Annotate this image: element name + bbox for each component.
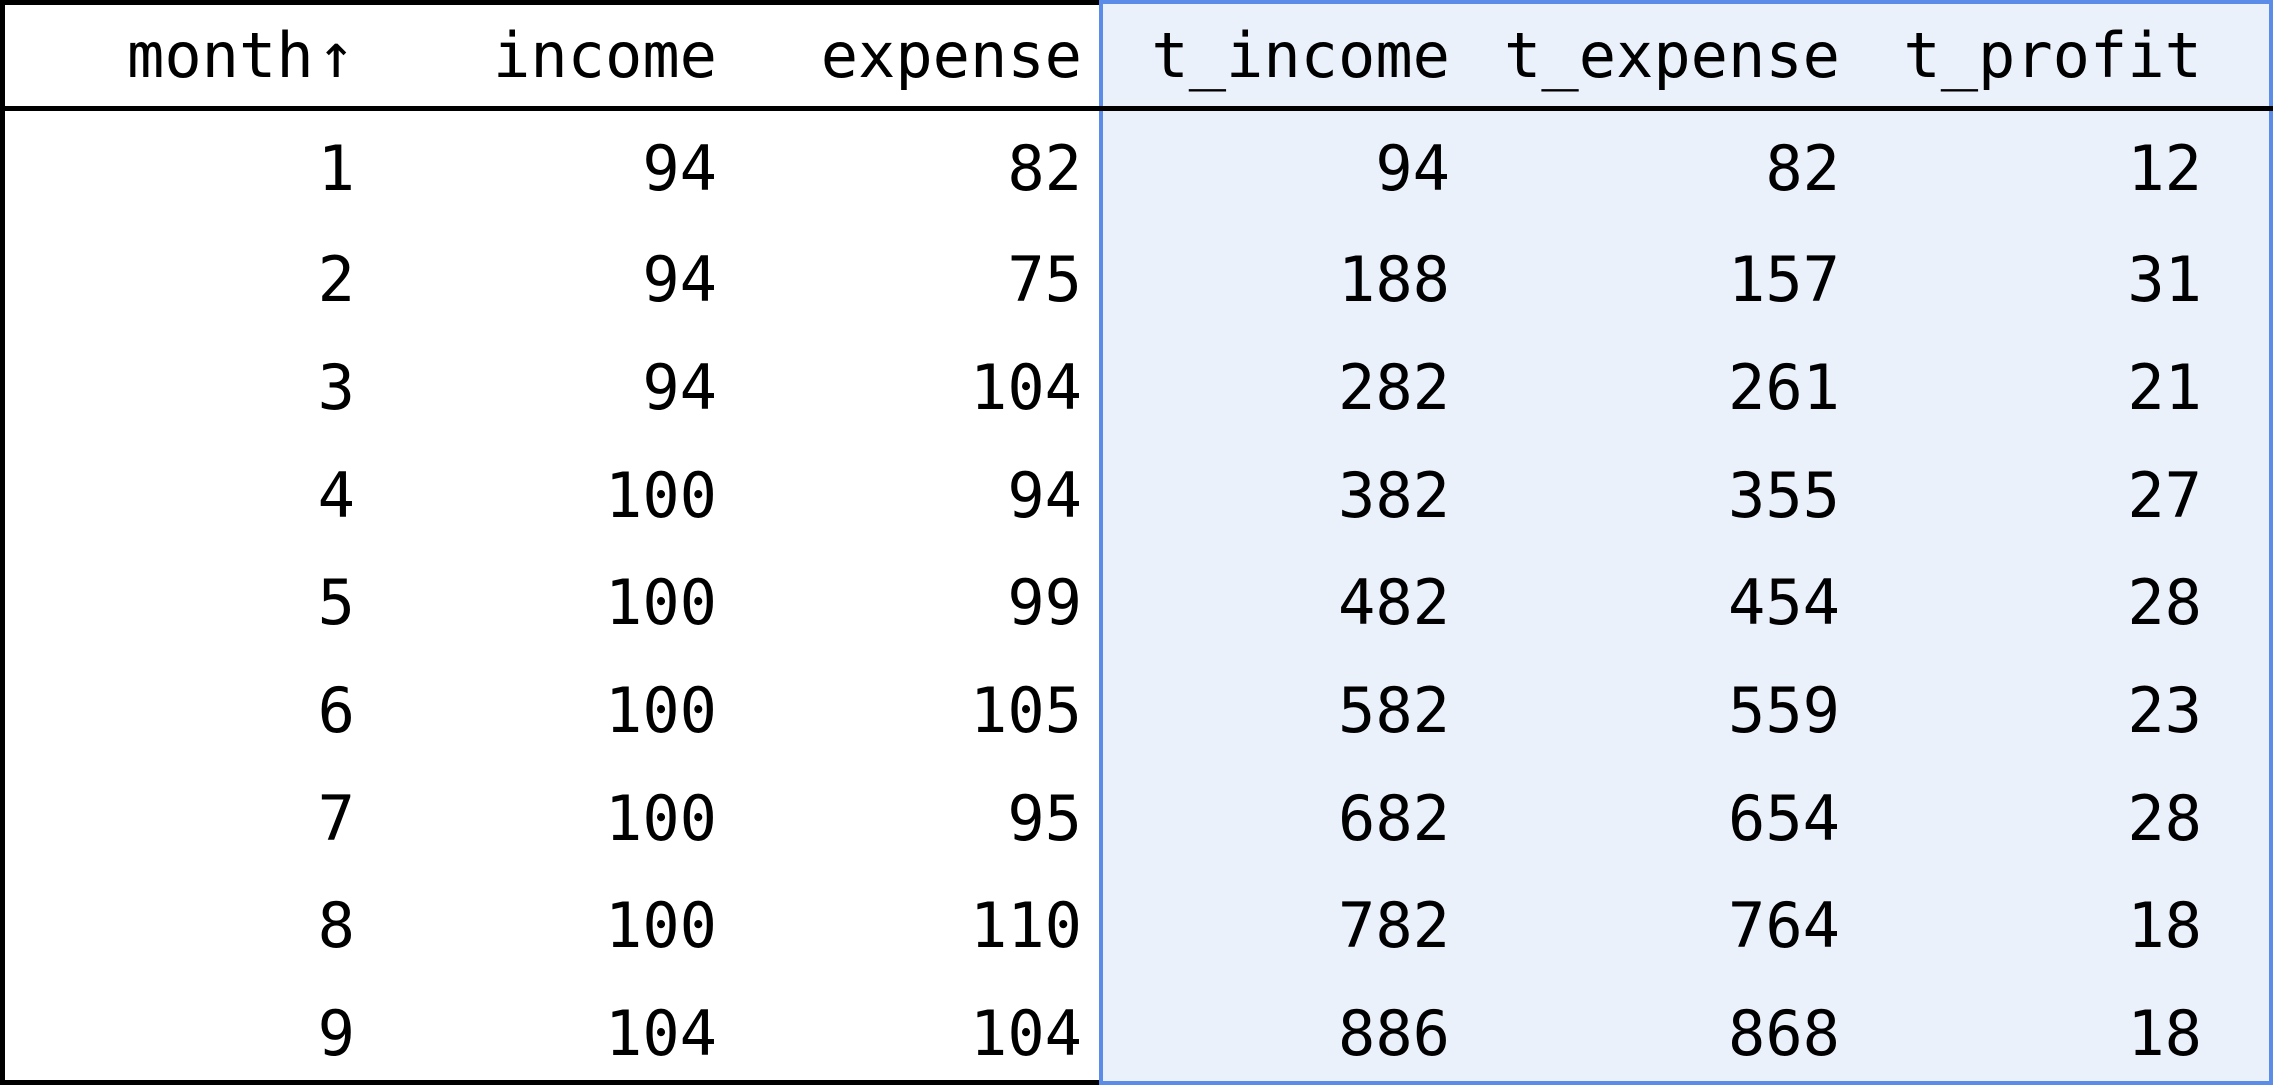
cell-expense[interactable]: 99: [1007, 566, 1082, 640]
column-header-t-income[interactable]: t_income: [1151, 18, 1450, 92]
header-divider: [0, 106, 2273, 111]
cell-t-income[interactable]: 282: [1338, 351, 1450, 425]
data-table: month↑ income expense t_income t_expense…: [0, 0, 2202, 1088]
cell-t-income[interactable]: 188: [1338, 243, 1450, 317]
cell-t-expense[interactable]: 261: [1728, 351, 1840, 425]
table-row: 1 94 82 94 82 12: [0, 110, 2202, 226]
cell-t-income[interactable]: 582: [1338, 674, 1450, 748]
cell-expense[interactable]: 104: [970, 997, 1082, 1071]
cell-expense[interactable]: 75: [1007, 243, 1082, 317]
cell-t-income[interactable]: 782: [1338, 889, 1450, 963]
cell-t-profit[interactable]: 12: [2127, 131, 2202, 205]
cell-income[interactable]: 94: [642, 131, 717, 205]
cell-t-profit[interactable]: 18: [2127, 889, 2202, 963]
cell-income[interactable]: 100: [605, 674, 717, 748]
cell-t-expense[interactable]: 868: [1728, 997, 1840, 1071]
table-row: 4 100 94 382 355 27: [0, 441, 2202, 549]
cell-income[interactable]: 94: [642, 243, 717, 317]
cell-month[interactable]: 8: [317, 889, 355, 963]
cell-month[interactable]: 4: [317, 458, 355, 532]
cell-expense[interactable]: 95: [1007, 781, 1082, 855]
cell-t-income[interactable]: 94: [1375, 131, 1450, 205]
cell-month[interactable]: 7: [317, 781, 355, 855]
cell-t-profit[interactable]: 31: [2127, 243, 2202, 317]
cell-expense[interactable]: 94: [1007, 458, 1082, 532]
cell-expense[interactable]: 105: [970, 674, 1082, 748]
cell-t-expense[interactable]: 82: [1765, 131, 1840, 205]
column-header-t-expense[interactable]: t_expense: [1504, 18, 1840, 92]
cell-t-profit[interactable]: 23: [2127, 674, 2202, 748]
cell-t-expense[interactable]: 654: [1728, 781, 1840, 855]
cell-month[interactable]: 9: [317, 997, 355, 1071]
cell-t-income[interactable]: 886: [1338, 997, 1450, 1071]
column-header-income[interactable]: income: [493, 18, 717, 92]
cell-month[interactable]: 3: [317, 351, 355, 425]
table-row: 8 100 110 782 764 18: [0, 872, 2202, 980]
sort-ascending-icon: ↑: [317, 18, 355, 92]
cell-income[interactable]: 100: [605, 889, 717, 963]
cell-income[interactable]: 100: [605, 781, 717, 855]
cell-income[interactable]: 94: [642, 351, 717, 425]
cell-t-profit[interactable]: 28: [2127, 566, 2202, 640]
cell-income[interactable]: 100: [605, 566, 717, 640]
cell-month[interactable]: 6: [317, 674, 355, 748]
cell-month[interactable]: 2: [317, 243, 355, 317]
cell-t-income[interactable]: 682: [1338, 781, 1450, 855]
table-body: 1 94 82 94 82 12 2 94 75 188 157 31 3 94 104 282 261 21 4 1…: [0, 110, 2202, 1088]
cell-t-profit[interactable]: 28: [2127, 781, 2202, 855]
column-header-label: month: [127, 18, 314, 92]
cell-t-profit[interactable]: 27: [2127, 458, 2202, 532]
column-header-month[interactable]: month↑: [0, 0, 355, 110]
column-header-expense[interactable]: expense: [820, 18, 1082, 92]
table-row: 7 100 95 682 654 28: [0, 764, 2202, 872]
cell-t-profit[interactable]: 21: [2127, 351, 2202, 425]
cell-t-expense[interactable]: 559: [1728, 674, 1840, 748]
cell-expense[interactable]: 82: [1007, 131, 1082, 205]
cell-t-expense[interactable]: 454: [1728, 566, 1840, 640]
cell-t-expense[interactable]: 157: [1728, 243, 1840, 317]
cell-t-income[interactable]: 482: [1338, 566, 1450, 640]
cell-expense[interactable]: 110: [970, 889, 1082, 963]
cell-t-expense[interactable]: 764: [1728, 889, 1840, 963]
cell-month[interactable]: 5: [317, 566, 355, 640]
header-row: month↑ income expense t_income t_expense…: [0, 0, 2202, 110]
column-header-t-profit[interactable]: t_profit: [1903, 18, 2202, 92]
cell-income[interactable]: 104: [605, 997, 717, 1071]
cell-t-expense[interactable]: 355: [1728, 458, 1840, 532]
cell-income[interactable]: 100: [605, 458, 717, 532]
table-row: 9 104 104 886 868 18: [0, 980, 2202, 1088]
cell-t-profit[interactable]: 18: [2127, 997, 2202, 1071]
table-row: 3 94 104 282 261 21: [0, 334, 2202, 442]
cell-expense[interactable]: 104: [970, 351, 1082, 425]
selected-columns-highlight: [1099, 0, 2273, 1085]
cell-month[interactable]: 1: [317, 131, 355, 205]
table-row: 5 100 99 482 454 28: [0, 549, 2202, 657]
table-row: 6 100 105 582 559 23: [0, 657, 2202, 765]
cell-t-income[interactable]: 382: [1338, 458, 1450, 532]
table-row: 2 94 75 188 157 31: [0, 226, 2202, 334]
